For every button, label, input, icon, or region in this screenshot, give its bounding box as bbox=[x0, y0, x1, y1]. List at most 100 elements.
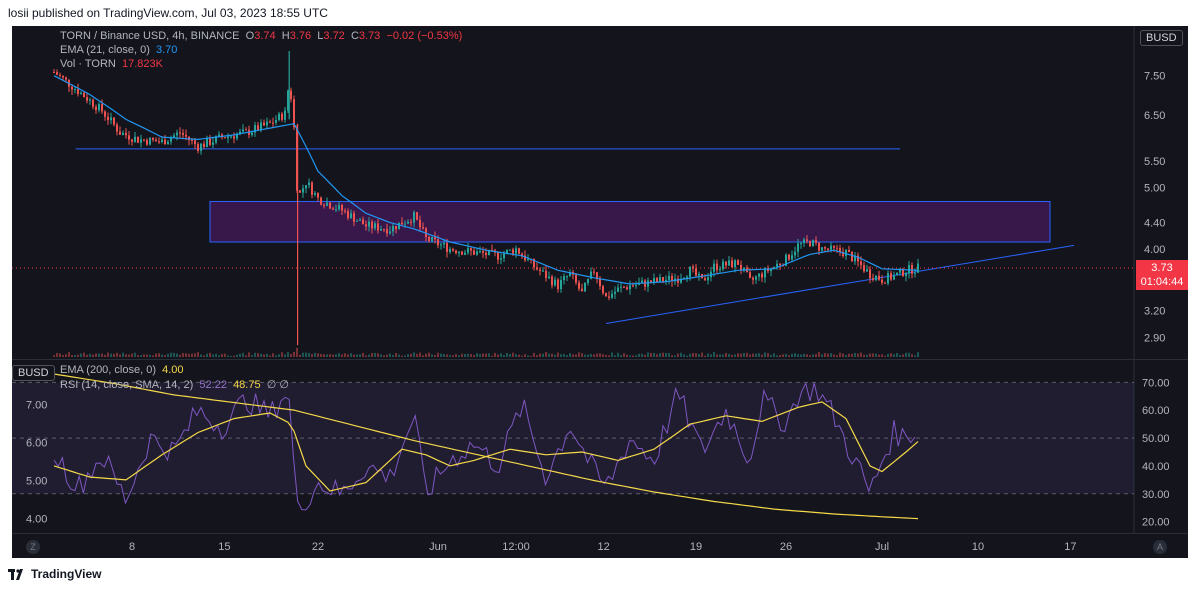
candle-body bbox=[527, 259, 529, 261]
rsi-tail: ∅ ∅ bbox=[266, 379, 289, 391]
candle-body bbox=[377, 223, 379, 231]
candle-body bbox=[251, 132, 253, 136]
candle-body bbox=[311, 182, 313, 195]
rsi-axis-label: 60.00 bbox=[1142, 405, 1170, 417]
candle-body bbox=[629, 285, 631, 290]
volume-bar bbox=[293, 351, 295, 357]
volume-bar bbox=[812, 354, 814, 357]
tradingview-logo[interactable]: TradingView bbox=[8, 567, 101, 581]
candle-body bbox=[647, 280, 649, 287]
candle-body bbox=[863, 265, 865, 272]
volume-bar bbox=[134, 352, 136, 357]
volume-bar bbox=[806, 354, 808, 357]
volume-bar bbox=[485, 353, 487, 357]
volume-bar bbox=[686, 355, 688, 357]
ema200-legend: EMA (200, close, 0) 4.00 bbox=[60, 364, 184, 376]
candle-body bbox=[215, 136, 217, 143]
volume-bar bbox=[692, 352, 694, 357]
candle-body bbox=[467, 248, 469, 253]
candle-body bbox=[482, 251, 484, 253]
volume-bar bbox=[401, 355, 403, 357]
candle-body bbox=[350, 213, 352, 218]
volume-bar bbox=[122, 352, 124, 357]
rsi-line bbox=[53, 381, 916, 511]
volume-bar bbox=[515, 354, 517, 357]
candle-body bbox=[332, 208, 334, 210]
price-axis-label: 4.40 bbox=[1144, 218, 1165, 230]
candle-body bbox=[566, 276, 568, 278]
candle-body bbox=[893, 275, 895, 280]
candle-body bbox=[164, 139, 166, 145]
candle-body bbox=[206, 138, 208, 148]
candle-body bbox=[671, 275, 673, 282]
auto-scale-corner-button[interactable]: A bbox=[1153, 540, 1167, 554]
candle-body bbox=[464, 252, 466, 255]
rsi-axis-label: 30.00 bbox=[1142, 489, 1170, 501]
volume-bar bbox=[335, 354, 337, 357]
candle-body bbox=[908, 265, 910, 274]
ema200-axis-label: 5.00 bbox=[26, 476, 47, 488]
candle-body bbox=[161, 139, 163, 142]
currency-badge-lower[interactable]: BUSD bbox=[12, 365, 55, 381]
volume-bar bbox=[143, 354, 145, 357]
zoom-corner-button[interactable]: Z bbox=[26, 540, 40, 554]
candle-body bbox=[692, 266, 694, 269]
volume-bar bbox=[290, 354, 292, 357]
volume-bar bbox=[539, 353, 541, 357]
volume-bar bbox=[545, 352, 547, 357]
candle-body bbox=[791, 255, 793, 260]
candle-body bbox=[749, 272, 751, 278]
volume-bar bbox=[113, 353, 115, 357]
volume-bar bbox=[389, 353, 391, 357]
candle-body bbox=[713, 263, 715, 272]
volume-value: 17.823K bbox=[121, 58, 163, 70]
volume-bar bbox=[263, 354, 265, 357]
candle-body bbox=[395, 226, 397, 230]
chart-canvas[interactable]: 7.50 6.50 5.50 5.00 4.40 4.00 3.20 2.90 70.00 60.… bbox=[12, 26, 1188, 558]
volume-bar bbox=[533, 352, 535, 357]
volume-bar bbox=[683, 354, 685, 357]
volume-bar bbox=[398, 354, 400, 357]
candle-body bbox=[182, 132, 184, 135]
ema21-value: 3.70 bbox=[156, 44, 178, 56]
footer-brand: TradingView bbox=[31, 567, 102, 581]
candle-body bbox=[767, 268, 769, 272]
volume-bar bbox=[374, 352, 376, 357]
candle-body bbox=[347, 211, 349, 218]
volume-bar bbox=[857, 353, 859, 357]
volume-bar bbox=[749, 354, 751, 357]
candle-body bbox=[452, 249, 454, 251]
volume-bar bbox=[611, 352, 613, 357]
volume-bar bbox=[71, 355, 73, 357]
volume-bar bbox=[770, 354, 772, 357]
price-axis-label: 3.20 bbox=[1144, 305, 1165, 317]
currency-badge-top[interactable]: BUSD bbox=[1140, 30, 1183, 46]
candle-body bbox=[731, 260, 733, 268]
candle-body bbox=[680, 278, 682, 283]
candle-body bbox=[428, 236, 430, 241]
volume-bar bbox=[842, 353, 844, 357]
candle-body bbox=[854, 255, 856, 262]
candle-body bbox=[584, 283, 586, 292]
volume-bar bbox=[719, 354, 721, 357]
volume-bar bbox=[815, 354, 817, 357]
volume-bar bbox=[731, 354, 733, 357]
volume-bar bbox=[326, 354, 328, 357]
chart-frame[interactable]: 7.50 6.50 5.50 5.00 4.40 4.00 3.20 2.90 70.00 60.… bbox=[12, 26, 1188, 558]
candle-body bbox=[899, 268, 901, 273]
candle-body bbox=[446, 243, 448, 252]
candle-body bbox=[779, 263, 781, 266]
pair-label: TORN / Binance USD, 4h, BINANCE bbox=[60, 30, 240, 42]
volume-bar bbox=[158, 353, 160, 357]
candle-body bbox=[173, 135, 175, 138]
candle-body bbox=[623, 286, 625, 288]
volume-bar bbox=[647, 352, 649, 357]
volume-bar bbox=[257, 353, 259, 357]
volume-bar bbox=[506, 353, 508, 357]
time-axis-label: 26 bbox=[780, 541, 792, 553]
volume-bar bbox=[395, 352, 397, 357]
volume-bar bbox=[521, 355, 523, 357]
volume-bar bbox=[446, 354, 448, 357]
time-axis-label: 8 bbox=[129, 541, 135, 553]
volume-bar bbox=[605, 354, 607, 357]
